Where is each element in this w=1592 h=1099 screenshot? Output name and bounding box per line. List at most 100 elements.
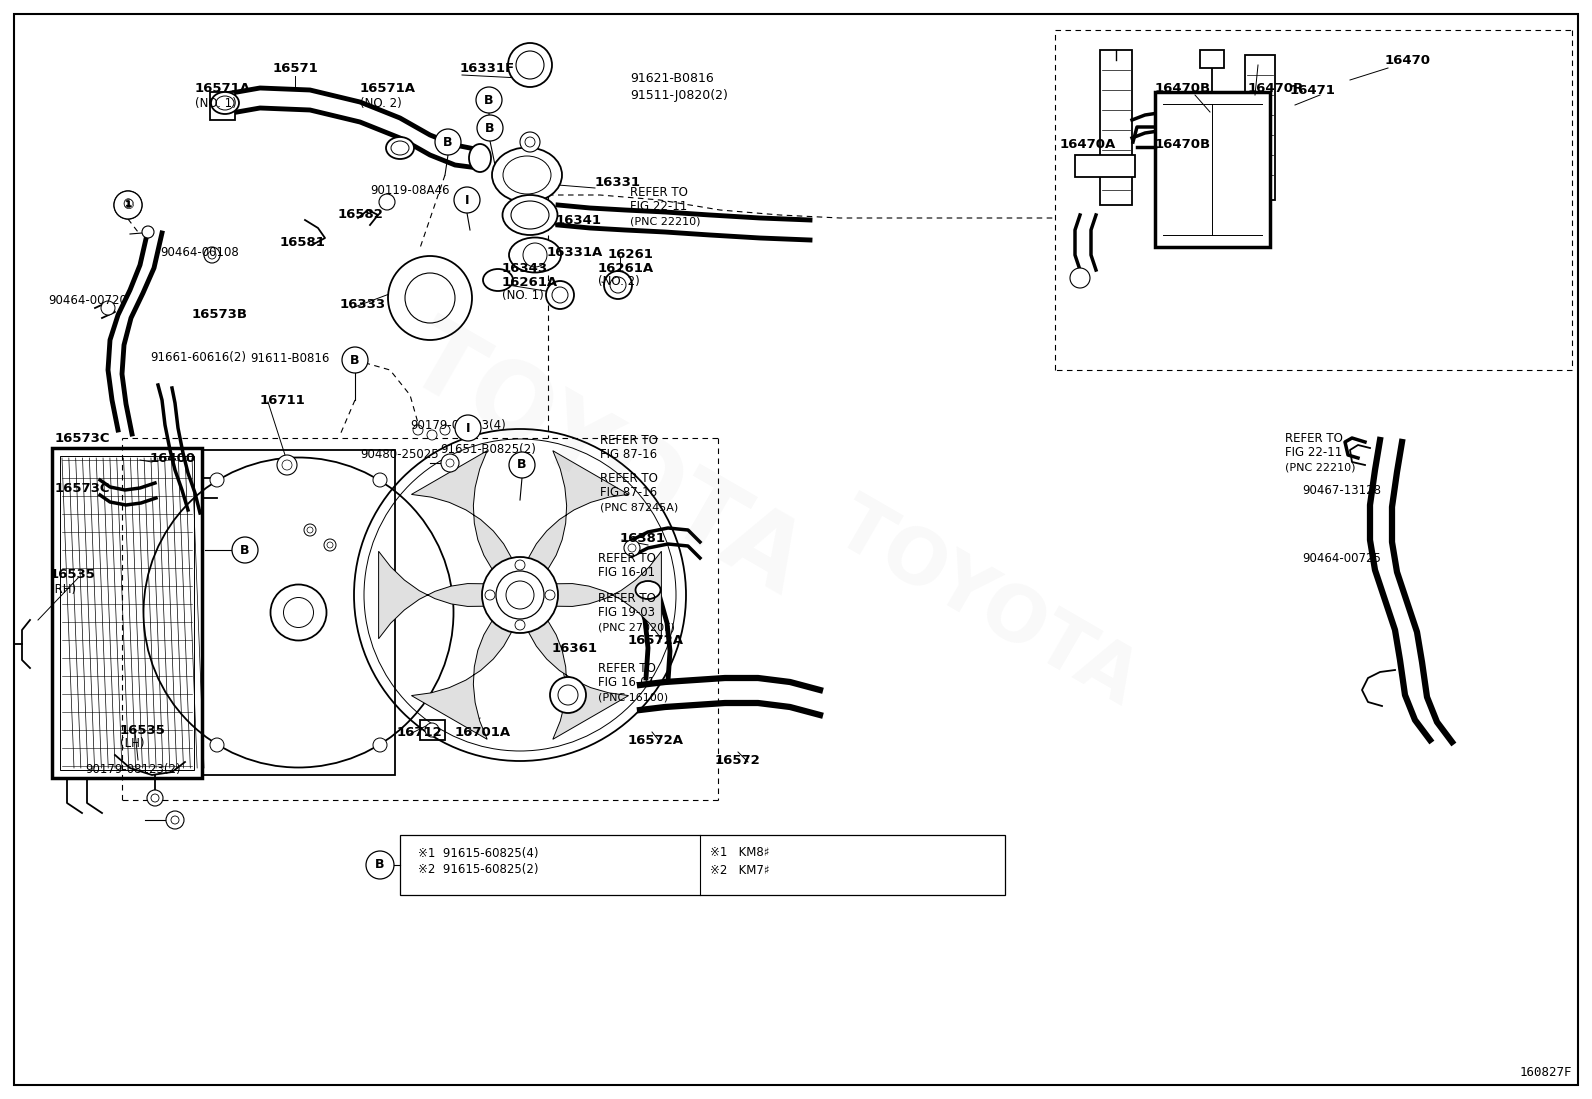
Circle shape (210, 473, 224, 487)
Circle shape (455, 415, 481, 441)
Text: 91511-J0820(2): 91511-J0820(2) (630, 89, 728, 101)
Circle shape (204, 247, 220, 263)
Text: I: I (465, 193, 470, 207)
Ellipse shape (503, 195, 557, 235)
Text: 16361: 16361 (552, 642, 599, 655)
Circle shape (304, 524, 315, 536)
Text: ※2   KM7♯: ※2 KM7♯ (710, 864, 769, 877)
Circle shape (277, 455, 298, 475)
Text: 16470A: 16470A (1060, 138, 1116, 152)
Text: (PNC 22210): (PNC 22210) (1285, 462, 1355, 471)
Text: 16712: 16712 (396, 725, 443, 739)
Text: REFER TO: REFER TO (599, 552, 656, 565)
Circle shape (146, 790, 162, 806)
Bar (210, 92, 236, 120)
Text: REFER TO: REFER TO (600, 433, 657, 446)
Text: 90119-08A46: 90119-08A46 (369, 184, 449, 197)
Text: 16261A: 16261A (501, 276, 559, 289)
Polygon shape (529, 621, 629, 740)
Text: 160827F: 160827F (1519, 1066, 1571, 1079)
Text: 90179-08123(2): 90179-08123(2) (84, 764, 180, 777)
Text: TOYOTA: TOYOTA (823, 488, 1151, 721)
Text: REFER TO: REFER TO (630, 186, 688, 199)
Text: FIG 16-01: FIG 16-01 (599, 566, 656, 579)
Text: ①: ① (123, 198, 134, 212)
Text: FIG 87-16: FIG 87-16 (600, 448, 657, 462)
Circle shape (486, 590, 495, 600)
Text: ※1  91615-60825(4): ※1 91615-60825(4) (419, 846, 538, 859)
Text: 16261: 16261 (608, 248, 654, 262)
Text: B: B (486, 122, 495, 134)
Text: 16343: 16343 (501, 262, 548, 275)
Circle shape (508, 43, 552, 87)
Text: 16711: 16711 (259, 393, 306, 407)
Text: 16381: 16381 (619, 532, 665, 544)
Text: 16573B: 16573B (193, 309, 248, 322)
Text: 16582: 16582 (338, 209, 384, 222)
Circle shape (439, 425, 451, 435)
Circle shape (497, 571, 544, 619)
Ellipse shape (509, 237, 560, 273)
Text: (PNC 16100): (PNC 16100) (599, 692, 669, 702)
Text: 16573C: 16573C (56, 432, 110, 444)
Text: REFER TO: REFER TO (600, 471, 657, 485)
Circle shape (624, 540, 640, 556)
Text: 16471: 16471 (1290, 84, 1336, 97)
Text: 16341: 16341 (556, 213, 602, 226)
Circle shape (388, 256, 471, 340)
Text: 16535: 16535 (49, 568, 96, 581)
Ellipse shape (492, 147, 562, 202)
Text: 16572A: 16572A (627, 633, 685, 646)
Text: 16331A: 16331A (548, 245, 603, 258)
Circle shape (325, 539, 336, 551)
Circle shape (412, 425, 423, 435)
Circle shape (166, 811, 185, 829)
Text: 16571A: 16571A (194, 81, 252, 95)
Text: REFER TO: REFER TO (599, 662, 656, 675)
Text: 16581: 16581 (280, 235, 326, 248)
Circle shape (509, 452, 535, 478)
Text: 16572A: 16572A (627, 733, 685, 746)
Text: 16572: 16572 (715, 754, 761, 766)
Text: 91651-B0825(2): 91651-B0825(2) (439, 444, 537, 456)
Text: B: B (376, 858, 385, 872)
Circle shape (478, 115, 503, 141)
Circle shape (546, 281, 575, 309)
Polygon shape (556, 552, 661, 639)
Text: 16331F: 16331F (460, 62, 516, 75)
Text: (PNC 87245A): (PNC 87245A) (600, 502, 678, 512)
Text: (PNC 22210): (PNC 22210) (630, 217, 700, 226)
Bar (1156, 92, 1270, 247)
Bar (60, 456, 194, 770)
Text: B: B (517, 458, 527, 471)
Text: 16261A: 16261A (599, 262, 654, 275)
Text: 16333: 16333 (341, 299, 387, 311)
Circle shape (603, 271, 632, 299)
Text: 90464-00720: 90464-00720 (48, 293, 127, 307)
Polygon shape (411, 621, 511, 740)
Circle shape (115, 191, 142, 219)
Circle shape (521, 132, 540, 152)
Circle shape (514, 620, 525, 630)
Text: B: B (350, 354, 360, 366)
Text: 90464-00108: 90464-00108 (161, 245, 239, 258)
Circle shape (482, 557, 559, 633)
Text: 91621-B0816: 91621-B0816 (630, 71, 713, 85)
Bar (1200, 49, 1224, 68)
Text: ※1   KM8♯: ※1 KM8♯ (710, 846, 769, 859)
Circle shape (1070, 268, 1091, 288)
Circle shape (514, 560, 525, 570)
Text: 16470B: 16470B (1156, 81, 1212, 95)
Ellipse shape (635, 581, 661, 599)
Circle shape (379, 195, 395, 210)
Circle shape (549, 677, 586, 713)
Circle shape (373, 739, 387, 752)
Text: 16535: 16535 (119, 723, 166, 736)
Text: FIG 16-01: FIG 16-01 (599, 677, 656, 689)
Polygon shape (529, 451, 629, 569)
Circle shape (373, 473, 387, 487)
Polygon shape (379, 552, 484, 639)
Bar (1245, 55, 1275, 200)
Circle shape (115, 191, 142, 219)
Ellipse shape (482, 269, 513, 291)
